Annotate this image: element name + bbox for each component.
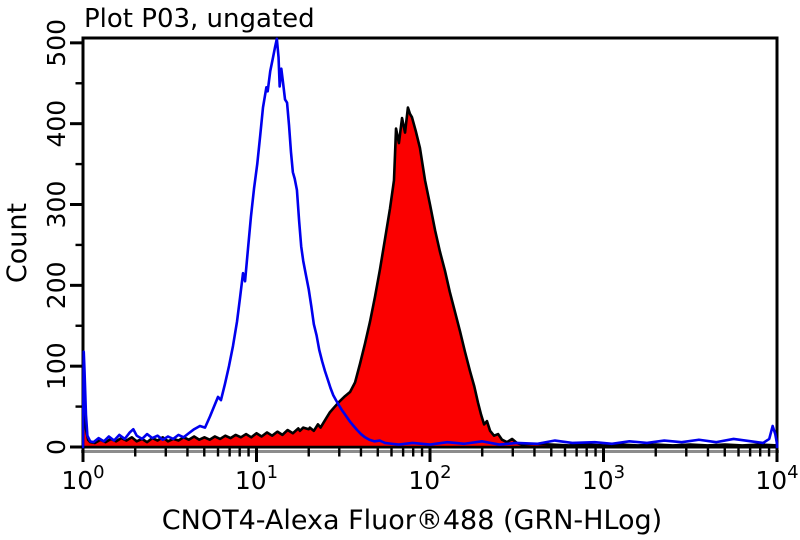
x-tick-exponent: 2 [440,462,451,483]
y-tick-label: 500 [42,19,71,67]
x-tick-exponent: 3 [614,462,625,483]
x-tick-label: 104 [755,462,798,495]
y-tick-label: 300 [42,181,71,229]
y-axis-label: Count [2,203,33,283]
x-axis-label: CNOT4-Alexa Fluor®488 (GRN-HLog) [162,505,662,536]
x-tick-label: 103 [582,462,625,495]
x-tick-exponent: 1 [267,462,278,483]
y-axis-ticks [70,41,83,449]
blue-open-histogram [82,37,779,449]
chart-title: Plot P03, ungated [84,4,315,34]
y-tick-label: 200 [42,261,71,309]
y-axis-tick-labels: 0 100 200 300 400 500 [42,19,71,455]
x-axis-ticks [81,448,779,462]
y-tick-label: 400 [42,100,71,148]
red-filled-histogram [82,106,779,449]
x-tick-label: 102 [408,462,451,495]
y-tick-label: 100 [42,342,71,390]
x-tick-label: 100 [61,462,104,495]
x-tick-exponent: 4 [787,462,798,483]
series-layer [82,37,779,449]
y-tick-label: 0 [42,439,71,455]
x-axis-tick-labels: 100 101 102 103 104 [61,462,798,495]
x-tick-exponent: 0 [93,462,104,483]
x-tick-label: 101 [235,462,278,495]
